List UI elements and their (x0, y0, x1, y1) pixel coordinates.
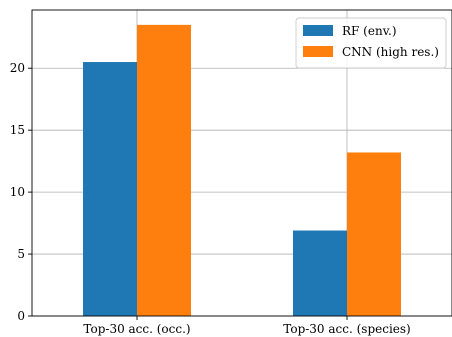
x-tick-label: Top-30 acc. (species) (283, 322, 410, 336)
y-tick-label: 10 (10, 185, 25, 199)
y-tick-label: 20 (10, 61, 25, 75)
legend: RF (env.) CNN (high res.) (295, 17, 447, 69)
legend-swatch-rf (303, 25, 333, 36)
legend-box (295, 17, 447, 69)
y-tick-label: 5 (17, 247, 25, 261)
bar-rf-species (293, 230, 347, 316)
y-tick-label: 15 (10, 123, 25, 137)
bar-cnn-occ (137, 24, 191, 317)
x-tick-label: Top-30 acc. (occ.) (83, 322, 190, 336)
plot-frame (31, 9, 452, 317)
y-tick-label: 0 (17, 309, 25, 323)
bar-rf-occ (83, 62, 137, 317)
legend-label-cnn: CNN (high res.) (342, 45, 439, 59)
legend-label-rf: RF (env.) (342, 24, 397, 38)
bar-cnn-species (347, 152, 401, 316)
ticks: 0 5 10 15 20 Top-30 acc. (occ.) Top-30 acc. (s… (10, 61, 411, 336)
bars (83, 24, 401, 317)
legend-swatch-cnn (303, 46, 333, 57)
